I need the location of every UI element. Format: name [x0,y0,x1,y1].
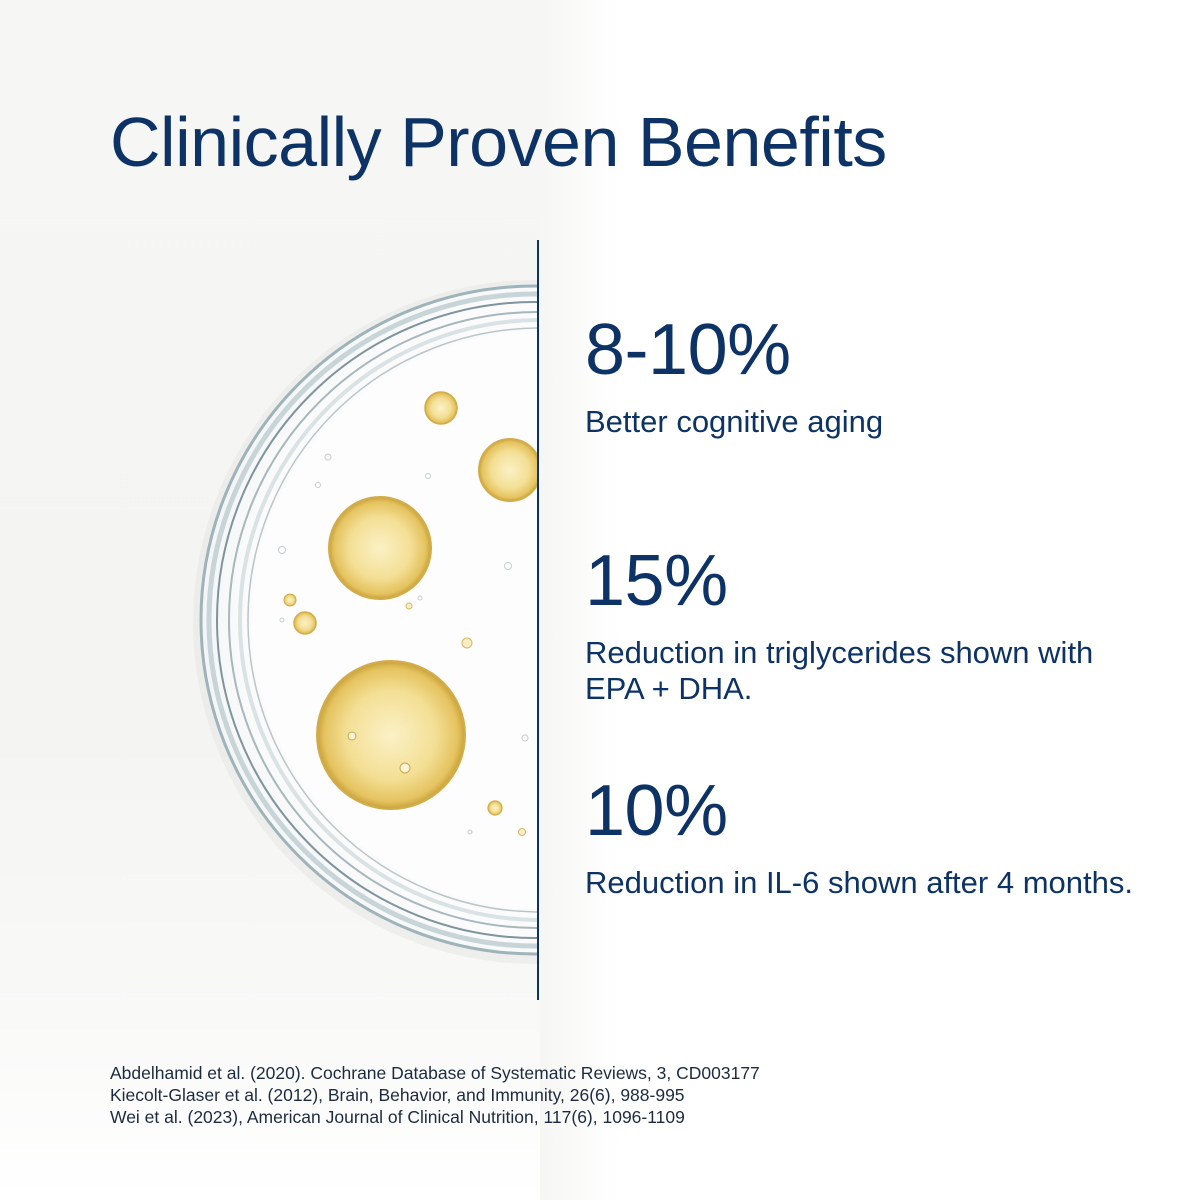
stat-description: Better cognitive aging [585,404,884,439]
reference-item: Abdelhamid et al. (2020). Cochrane Datab… [110,1063,760,1083]
vertical-divider [537,240,539,1000]
stat-description: Reduction in IL-6 shown after 4 months. [585,865,1133,900]
stat-cognitive-aging: 8-10% Better cognitive aging [585,314,1145,440]
stat-value: 10% [585,771,728,851]
stat-description: Reduction in triglycerides shown with EP… [585,635,1094,706]
stat-value: 8-10% [585,310,791,390]
stat-value: 15% [585,541,728,621]
reference-item: Kiecolt-Glaser et al. (2012), Brain, Beh… [110,1085,685,1105]
stat-il6: 10% Reduction in IL-6 shown after 4 mont… [585,775,1145,901]
references-list: Abdelhamid et al. (2020). Cochrane Datab… [110,1062,760,1128]
reference-item: Wei et al. (2023), American Journal of C… [110,1107,685,1127]
stat-triglycerides: 15% Reduction in triglycerides shown wit… [585,545,1145,707]
page-title: Clinically Proven Benefits [110,103,887,181]
